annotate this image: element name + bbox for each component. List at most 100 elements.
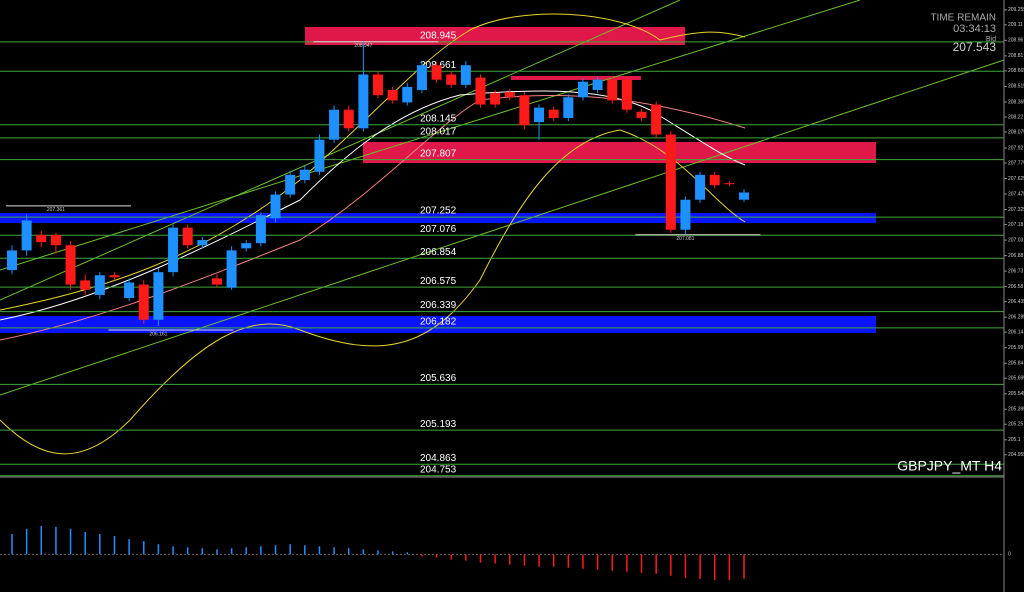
candle-body: [709, 174, 720, 186]
osc-bar: [216, 549, 218, 555]
candle-body: [80, 280, 91, 290]
y-tick-label: 208.665: [1008, 68, 1024, 74]
osc-bar: [304, 545, 306, 555]
candle-body: [431, 65, 442, 80]
candle-body: [504, 92, 515, 98]
annotation-label: 206.161: [149, 331, 167, 337]
candle-body: [739, 192, 749, 200]
trendline: [0, 0, 861, 271]
candle-body: [109, 275, 120, 278]
bid-value: 207.543: [953, 40, 997, 54]
y-tick-label: 209.255: [1008, 7, 1024, 13]
osc-bar: [567, 554, 570, 568]
level-label: 208.945: [420, 31, 457, 42]
osc-bar: [69, 528, 72, 555]
price-axis: 209.255 209.11 208.96 208.81 208.665 208.515 2…: [1004, 7, 1024, 458]
candle-body: [636, 111, 647, 118]
osc-bar: [596, 554, 599, 570]
osc-bar: [670, 554, 672, 576]
y-tick-label: 207.775: [1008, 160, 1024, 166]
osc-bar: [626, 554, 628, 572]
oscillator: 0: [0, 525, 1011, 580]
osc-bar: [245, 547, 247, 555]
y-tick-label: 207.475: [1008, 191, 1024, 197]
osc-bar: [55, 526, 57, 555]
candle-body: [460, 65, 471, 85]
candle-body: [168, 227, 179, 273]
candle-body: [314, 139, 325, 172]
y-tick-label: 208.075: [1008, 129, 1024, 135]
osc-bar: [25, 528, 28, 555]
candle-body: [36, 234, 47, 243]
levels: 208.945208.661208.145208.017207.807207.2…: [0, 31, 1004, 477]
candle-body: [299, 169, 310, 181]
bid-label: Bid: [986, 36, 996, 43]
osc-bar: [260, 546, 262, 555]
candle-body: [226, 250, 237, 288]
level-label: 207.807: [420, 148, 457, 159]
y-tick-label: 204.955: [1008, 452, 1024, 458]
supply-zone: [511, 76, 641, 80]
osc-bar: [157, 544, 160, 555]
y-tick-label: 206.73: [1008, 268, 1024, 274]
y-tick-label: 205.395: [1008, 407, 1024, 413]
osc-bar: [465, 554, 467, 561]
y-tick-label: 207.18: [1008, 222, 1024, 228]
y-tick-label: 208.365: [1008, 99, 1024, 105]
candle-body: [270, 194, 281, 219]
osc-bar: [377, 550, 379, 555]
y-tick-label: 205.1: [1008, 437, 1021, 443]
candle-body: [490, 93, 501, 105]
osc-bar: [113, 536, 116, 555]
candle-body: [607, 79, 618, 101]
candle-body: [563, 97, 574, 118]
candle-body: [153, 272, 164, 320]
candle-body: [665, 134, 676, 230]
level-label: 204.753: [420, 464, 457, 475]
y-tick-label: 208.81: [1008, 53, 1024, 59]
osc-bar: [84, 531, 86, 555]
osc-bar: [406, 552, 409, 555]
osc-bar: [450, 554, 452, 560]
y-tick-label: 205.84: [1008, 361, 1024, 367]
y-tick-label: 205.545: [1008, 391, 1024, 397]
osc-bar: [201, 548, 204, 555]
y-tick-label: 207.92: [1008, 145, 1024, 151]
candle-body: [621, 79, 632, 110]
y-tick-label: 209.11: [1008, 22, 1023, 28]
osc-bar: [582, 554, 584, 569]
trendline: [0, 0, 681, 301]
osc-bar: [509, 554, 511, 565]
candle-body: [446, 74, 457, 85]
osc-bar: [713, 554, 716, 580]
candle-body: [21, 220, 32, 251]
level-label: 206.182: [420, 316, 457, 327]
demand-zone: [0, 213, 876, 223]
candle-body: [94, 275, 105, 295]
osc-bar: [289, 544, 291, 555]
candle-body: [416, 65, 427, 91]
band-upper: [0, 13, 746, 311]
osc-bar: [318, 546, 321, 555]
candle-body: [211, 278, 222, 285]
osc-bar: [11, 534, 13, 555]
osc-bar: [143, 541, 145, 555]
y-tick-label: 205.99: [1008, 345, 1024, 351]
supply-zone: [305, 27, 685, 45]
y-tick-label: 207.325: [1008, 207, 1024, 213]
osc-bar: [552, 554, 555, 567]
osc-bar: [40, 525, 43, 555]
osc-bar: [699, 554, 701, 579]
osc-bar: [391, 551, 394, 555]
y-tick-label: 205.25: [1008, 422, 1024, 428]
level-label: 205.193: [420, 419, 457, 430]
level-label: 206.575: [420, 276, 457, 287]
osc-bar: [435, 554, 438, 558]
y-tick-label: 206.88: [1008, 253, 1024, 259]
timer-label: TIME REMAIN: [930, 13, 996, 24]
candle-body: [241, 243, 252, 249]
level-label: 208.145: [420, 113, 457, 124]
